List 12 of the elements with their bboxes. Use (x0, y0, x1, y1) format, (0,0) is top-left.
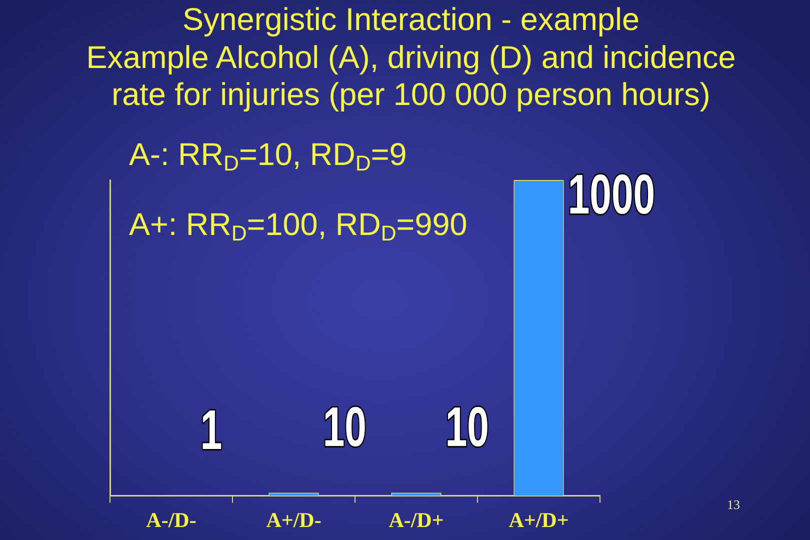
data-label: 1 (200, 399, 222, 462)
text: A-: RR$_{D}$=10, RD$_{D}$=9 (129, 136, 407, 176)
data-label: 10 (445, 396, 489, 459)
annotation: A+: RR$_{D}$=100, RD$_{D}$=990 (129, 206, 468, 246)
data-label: 1000 (568, 164, 656, 226)
x-tick-label: A+/D- (266, 508, 322, 532)
data-label: 10 (322, 396, 366, 459)
text: 13 (727, 497, 740, 513)
chart-title: Synergistic Interaction - example Example Alcohol (A), driving (D) and incidence rate for injuries (per 100 000 person hours) (85, 1, 737, 114)
x-tick-label: A+/D+ (508, 508, 569, 532)
x-tick-label: A-/D- (146, 508, 196, 532)
x-tick-label: A-/D+ (388, 508, 444, 532)
